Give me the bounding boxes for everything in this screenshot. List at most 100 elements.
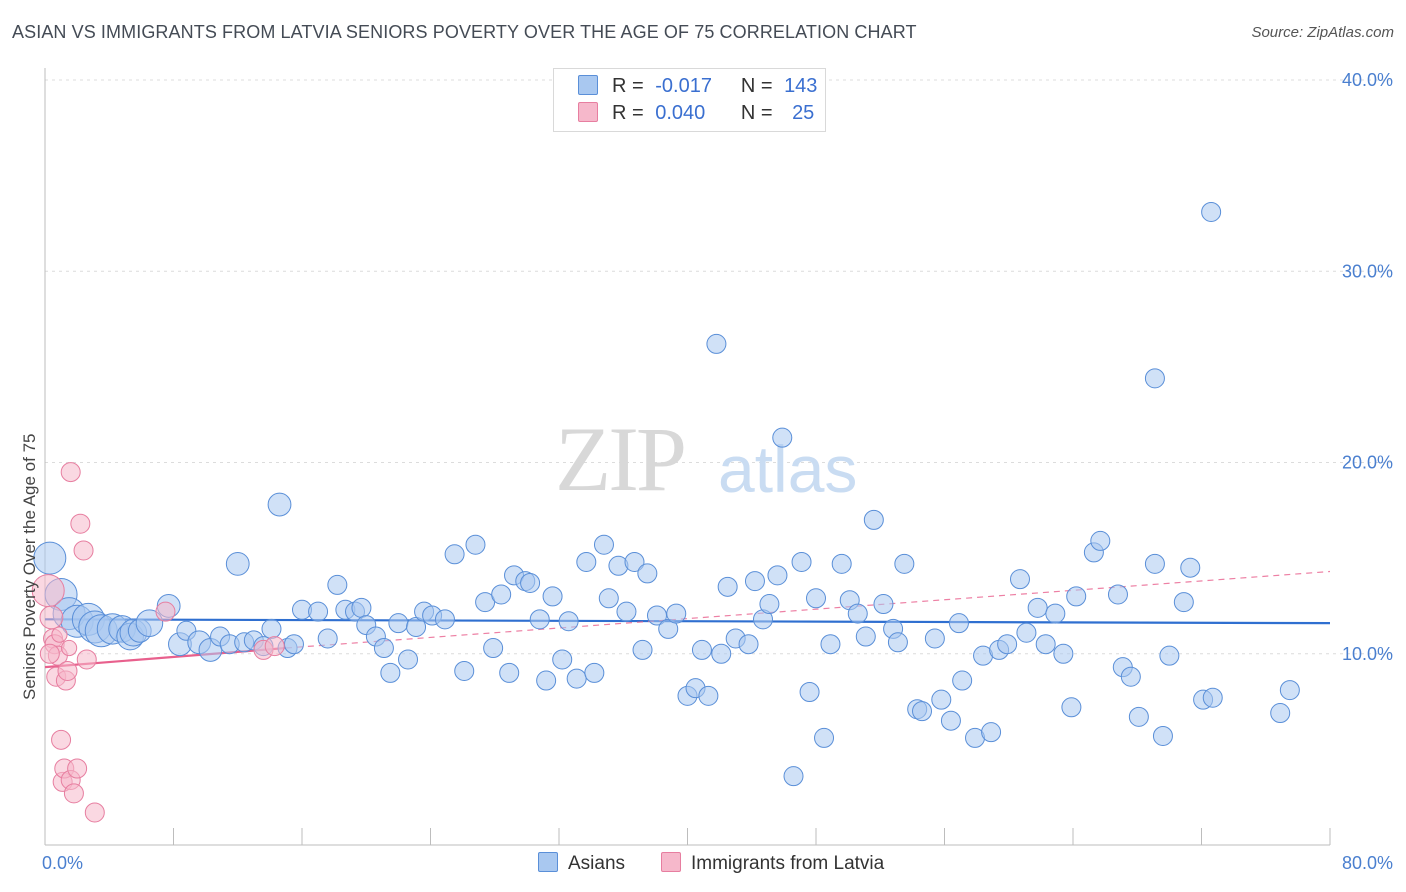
latvia-point (57, 660, 78, 681)
asians-point (744, 571, 765, 592)
asians-point (1016, 622, 1037, 643)
asians-point (924, 628, 945, 649)
asians-point (1159, 645, 1180, 666)
legend-n-value: 25 (792, 102, 815, 124)
asians-point (759, 594, 780, 615)
asians-point (772, 427, 793, 448)
asians-point (887, 632, 908, 653)
asians-point (1144, 368, 1165, 389)
asians-point (855, 626, 876, 647)
asians-point (698, 685, 719, 706)
asians-point (261, 618, 282, 639)
asians-point (1090, 530, 1111, 551)
x-tick-labels: 0.0% 80.0% (42, 853, 1393, 873)
bottom-legend-asians: Asians (538, 852, 625, 875)
asians-point (373, 638, 394, 659)
asians-point (1045, 603, 1066, 624)
trend-lines (44, 570, 1331, 669)
x-tick-label-min: 0.0% (42, 853, 83, 873)
y-tick-label: 20.0% (1342, 453, 1393, 473)
asians-point (706, 333, 727, 354)
axes (44, 68, 1331, 846)
asians-point (536, 670, 557, 691)
asians-point (783, 766, 804, 787)
asians-point (632, 639, 653, 660)
asians-point (552, 649, 573, 670)
latvia-point (39, 643, 60, 664)
asians-point (225, 551, 250, 576)
legend-row-latvia: R = 0.040 N = 25 (578, 102, 832, 126)
asians-point (791, 551, 812, 572)
asians-point (863, 509, 884, 530)
latvia-point (76, 649, 97, 670)
y-tick-label: 10.0% (1342, 644, 1393, 664)
latvia-point (67, 758, 88, 779)
asians-point (465, 534, 486, 555)
asians-point (33, 541, 67, 575)
asians-point (1035, 634, 1056, 655)
asians-point (948, 613, 969, 634)
asians-point (483, 638, 504, 659)
asians-point (1027, 597, 1048, 618)
chart-title: ASIAN VS IMMIGRANTS FROM LATVIA SENIORS … (12, 22, 917, 42)
asians-point (873, 594, 894, 615)
legend-r-label: R = (612, 102, 644, 124)
asians-point (267, 492, 292, 517)
asians-point (135, 609, 164, 637)
asians-point (831, 553, 852, 574)
asians-point (1120, 666, 1141, 687)
asians-point (912, 701, 933, 722)
bottom-legend-swatch-latvia (661, 852, 681, 872)
asians-trend-line (44, 618, 1331, 625)
latvia-point (60, 639, 78, 657)
asians-point (529, 609, 550, 630)
asians-point (598, 588, 619, 609)
asians-point (616, 601, 637, 622)
asians-point (1061, 697, 1082, 718)
asians-point (380, 662, 401, 683)
asians-point (767, 565, 788, 586)
asians-point (1202, 687, 1223, 708)
asians-point (1107, 584, 1128, 605)
asians-point (566, 668, 587, 689)
asians-point (388, 613, 409, 634)
legend-swatch-latvia (578, 102, 598, 122)
asians-point (593, 534, 614, 555)
asians-point (1144, 553, 1165, 574)
latvia-point (73, 540, 94, 561)
watermark-zip: ZIP (555, 408, 684, 510)
asians-point (520, 572, 541, 593)
asians-point (1009, 569, 1030, 590)
legend-n-label: N = (740, 102, 773, 124)
asians-point (317, 628, 338, 649)
latvia-point (63, 783, 84, 804)
source-label: Source: ZipAtlas.com (1251, 24, 1394, 41)
asians-point (717, 576, 738, 597)
asians-point (624, 551, 645, 572)
asians-point (351, 597, 372, 618)
asians-point (1173, 592, 1194, 613)
bottom-legend-label: Asians (568, 853, 626, 874)
bottom-legend-label: Immigrants from Latvia (691, 853, 885, 874)
asians-point (434, 609, 455, 630)
legend-r-value: -0.017 (655, 75, 712, 97)
legend-r-value: 0.040 (655, 102, 706, 124)
asians-point (584, 662, 605, 683)
legend-n-label: N = (740, 75, 773, 97)
asians-point (454, 660, 475, 681)
asians-point (997, 634, 1018, 655)
asians-point (931, 689, 952, 710)
bottom-legend-swatch-asians (538, 852, 558, 872)
asians-point (1201, 201, 1222, 222)
latvia-point (84, 802, 105, 823)
asians-point (499, 662, 520, 683)
asians-point (820, 634, 841, 655)
asians-point (806, 588, 826, 609)
latvia-point (264, 636, 285, 657)
asians-point (475, 592, 496, 613)
latvia-point (51, 626, 68, 643)
legend-r-label: R = (612, 75, 644, 97)
asians-point (814, 727, 835, 748)
legend-swatch-asians (578, 75, 598, 95)
